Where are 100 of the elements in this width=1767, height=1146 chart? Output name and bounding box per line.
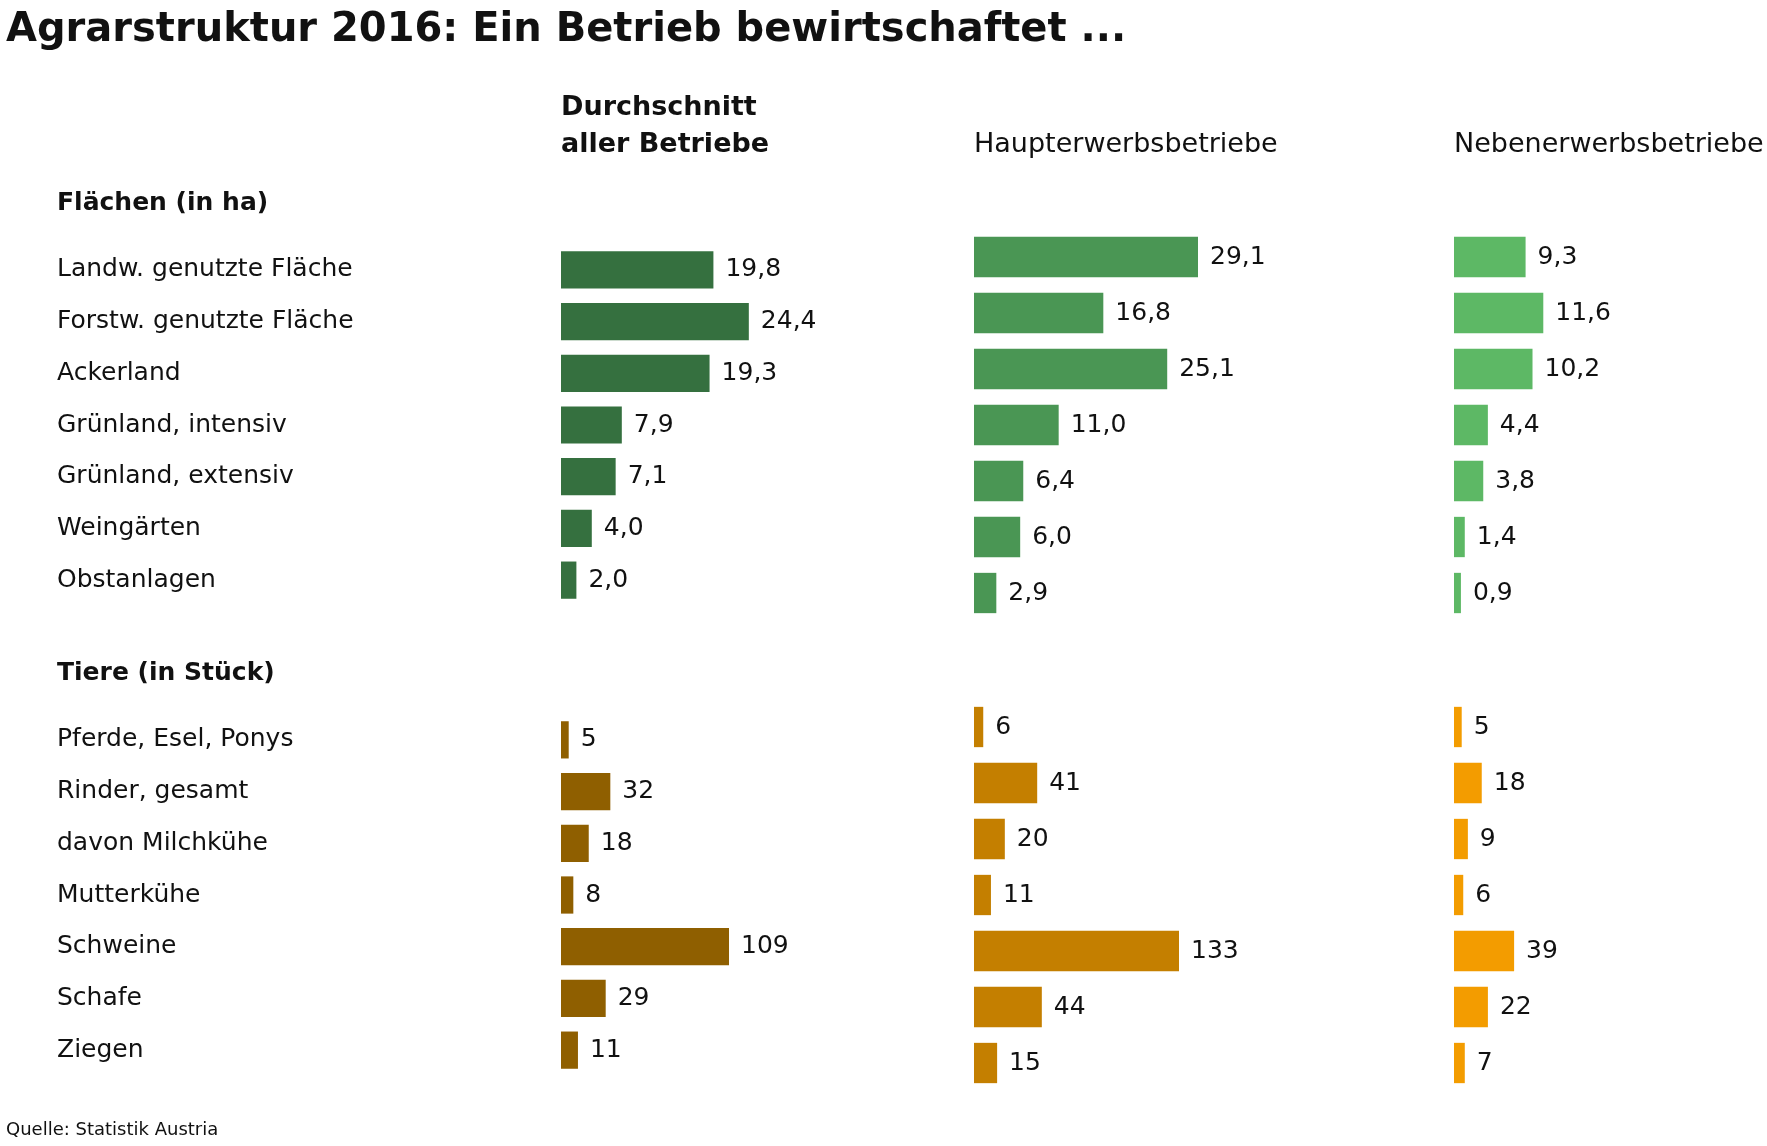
bar [1454,818,1468,860]
bar [974,762,1038,804]
bar [561,824,589,862]
bar [974,874,991,916]
y-tick-label: davon Milchkühe [57,826,268,856]
data-label: 6,4 [1035,464,1076,494]
bar [1454,874,1464,916]
bar [1454,930,1515,972]
bar [561,251,714,289]
y-tick-label: Schweine [57,930,177,960]
bar [974,1042,998,1084]
data-label: 29 [617,981,650,1011]
bar [1454,986,1488,1028]
bar [974,460,1024,502]
data-label: 19,3 [721,356,778,386]
data-label: 44 [1053,990,1086,1020]
data-label: 4,4 [1499,408,1540,438]
data-label: 7 [1476,1046,1493,1076]
bar [1454,348,1533,390]
data-label: 18 [1493,766,1526,796]
text: Nebenerwerbsbetriebe [1454,126,1764,160]
text: Agrarstruktur 2016: Ein Betrieb bewirtschaftet ... [6,4,1127,50]
data-label: 6 [995,710,1012,740]
data-label: 109 [741,930,789,960]
bar [561,1031,578,1069]
y-tick-label: Forstw. genutzte Fläche [57,305,354,335]
y-tick-label: Grünland, extensiv [57,460,294,490]
data-label: 25,1 [1179,352,1235,382]
bar [561,772,611,811]
data-label: 8 [585,878,602,908]
data-label: 24,4 [760,305,817,335]
bar [1454,460,1484,502]
data-label: 7,9 [633,408,674,438]
data-label: 133 [1191,934,1239,964]
data-label: 41 [1049,766,1082,796]
data-label: 20 [1016,822,1049,852]
bar [1454,1042,1465,1084]
bar [561,979,606,1018]
bar [561,509,592,548]
y-tick-label: Ackerland [57,356,181,386]
bar [974,292,1104,334]
bar [1454,572,1461,614]
y-tick-label: Grünland, intensiv [57,408,287,438]
bar [561,876,574,914]
y-axis-title: Tiere (in Stück) [57,657,275,686]
data-label: 7,1 [627,460,668,490]
bar [561,928,730,966]
chart-title: Haupterwerbsbetriebe [974,126,1278,160]
data-label: 1,4 [1476,520,1517,550]
data-label: 3,8 [1495,464,1536,494]
data-label: 22 [1499,990,1532,1020]
data-label: 15 [1009,1046,1041,1076]
data-label: 6,0 [1032,520,1072,550]
bar [974,706,984,748]
bar [974,930,1179,972]
bar [561,721,569,759]
data-label: 29,1 [1210,240,1266,270]
source-note: Quelle: Statistik Austria [6,1118,219,1139]
data-label: 18 [600,826,633,856]
data-label: 5 [1473,710,1490,740]
data-label: 11 [1002,878,1035,908]
data-label: 32 [622,775,655,805]
bar [561,302,749,341]
data-label: 11,0 [1070,408,1127,438]
data-label: 4,0 [603,511,644,541]
y-tick-label: Obstanlagen [57,563,216,593]
y-tick-label: Schafe [57,981,142,1011]
y-tick-label: Landw. genutzte Fläche [57,253,353,283]
y-tick-label: Mutterkühe [57,878,201,908]
data-label: 2,0 [588,563,629,593]
y-axis-title: Flächen (in ha) [57,187,269,216]
data-label: 39 [1526,934,1558,964]
bar [974,986,1042,1028]
bar [561,458,616,496]
bar [1454,516,1465,558]
bar [974,818,1005,860]
bar [1454,236,1526,278]
bar [1454,706,1462,748]
bar [1454,404,1488,446]
data-label: 5 [580,723,597,753]
data-label: 16,8 [1115,296,1171,326]
bar [974,572,997,614]
data-label: 10,2 [1544,352,1601,382]
bar [974,236,1198,278]
data-label: 0,9 [1472,576,1513,606]
data-label: 9,3 [1537,240,1578,270]
data-label: 6 [1475,878,1492,908]
data-label: 9 [1479,822,1496,852]
bar [561,561,577,599]
chart-title: Durchschnitt aller Betriebe [561,89,771,160]
y-tick-label: Pferde, Esel, Ponys [57,723,294,753]
bar [974,348,1168,390]
bar [1454,292,1544,334]
y-tick-label: Ziegen [57,1033,144,1063]
bar [974,404,1059,446]
bar [974,516,1021,558]
data-label: 11,6 [1555,296,1611,326]
data-label: 2,9 [1008,576,1049,606]
bar [1454,762,1482,804]
data-label: 11 [589,1033,622,1063]
